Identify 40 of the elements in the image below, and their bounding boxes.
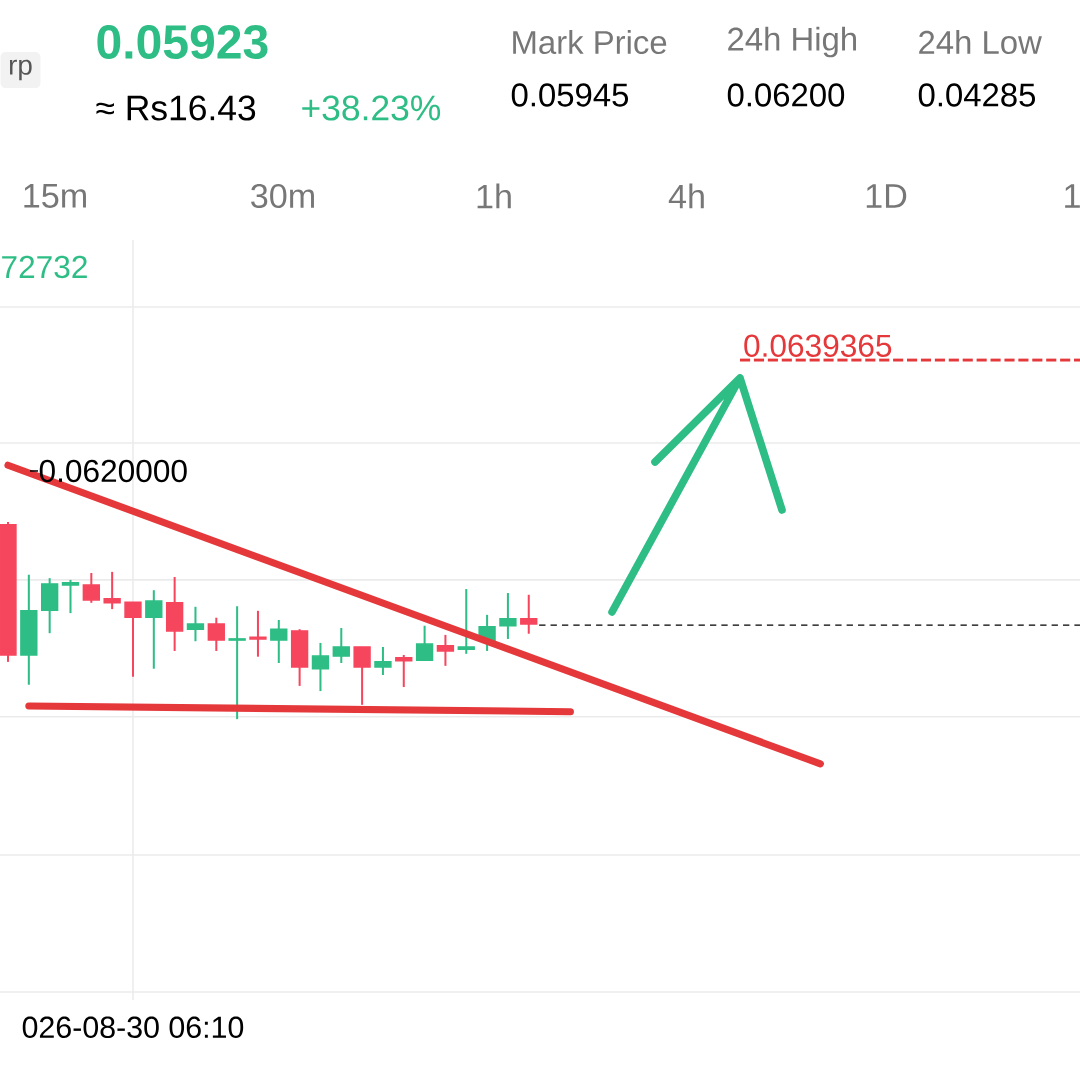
text: ≈ Rs16.43 — [96, 95, 256, 121]
candlestick — [270, 618, 288, 664]
text: 15m — [24, 184, 86, 208]
text: +38.23% — [302, 95, 441, 121]
text: Mark Price — [513, 29, 667, 55]
candlestick — [228, 605, 246, 721]
candlestick — [311, 641, 330, 693]
candlestick — [332, 627, 350, 664]
candlestick — [186, 605, 205, 643]
candlestick — [499, 592, 517, 640]
candlestick — [374, 645, 392, 677]
candlestick — [124, 601, 142, 678]
text: rp — [9, 59, 32, 81]
candlestick — [82, 571, 100, 604]
chart-title: 0.05923 — [97, 24, 268, 60]
candlestick — [457, 588, 475, 655]
text: 24h High — [728, 26, 856, 58]
ref-line-label: 0.0620000 — [39, 459, 187, 483]
candlestick — [395, 653, 413, 689]
candlestick — [353, 645, 371, 706]
text: 0.06200 — [727, 83, 845, 107]
candlestick — [207, 616, 225, 652]
candlestick — [145, 589, 163, 670]
candlestick — [103, 570, 121, 611]
candlestick — [61, 578, 80, 615]
annotation: 72732 — [2, 255, 87, 279]
text: 0.04285 — [918, 83, 1036, 107]
candlestick — [520, 593, 538, 635]
candlestick — [249, 609, 267, 658]
text: 0.05945 — [511, 83, 629, 107]
text: 1h — [477, 183, 511, 209]
text: 24h Low — [919, 29, 1042, 55]
x-tick-label: 026-08-30 06:10 — [22, 1016, 244, 1039]
candlestick — [436, 633, 455, 667]
text: 4h — [668, 183, 704, 209]
text: 1 — [1065, 184, 1080, 208]
text: 1D — [866, 184, 907, 208]
ref-line-label: 0.0639365 — [744, 334, 892, 357]
candlestick — [415, 624, 434, 662]
text: 30m — [251, 183, 314, 209]
